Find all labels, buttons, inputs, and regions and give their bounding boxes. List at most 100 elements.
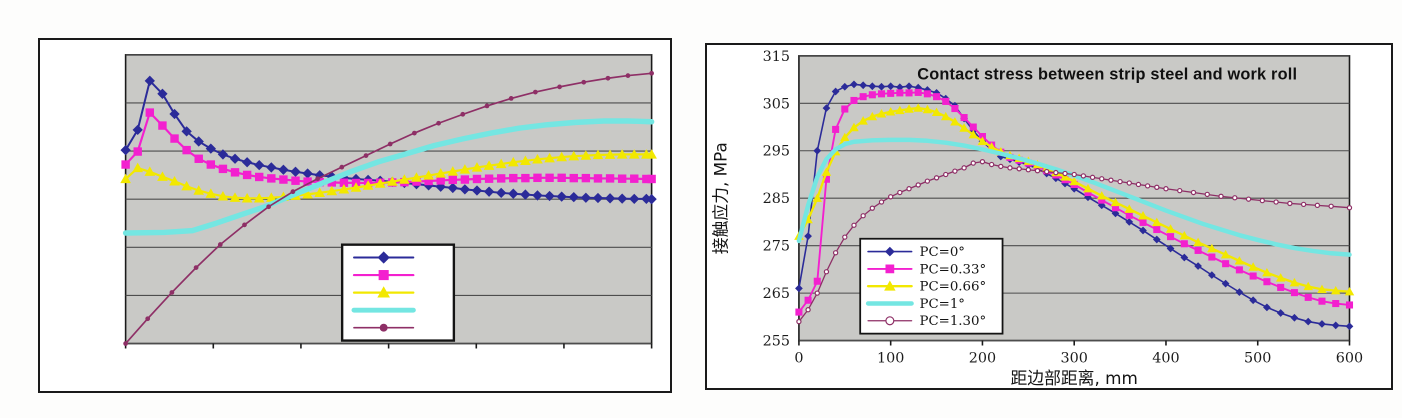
series-marker-PC=0.66° xyxy=(986,142,997,151)
series-marker-series-3 xyxy=(205,188,217,198)
series-marker-series-2 xyxy=(267,174,276,183)
series-marker-series-3 xyxy=(132,162,144,173)
series-marker-series-5 xyxy=(387,141,393,147)
y-tick-label: 275 xyxy=(763,239,790,255)
series-marker-PC=0° xyxy=(1249,296,1257,305)
series-marker-PC=1.30° xyxy=(1154,184,1160,190)
series-marker-series-5 xyxy=(460,111,466,117)
series-marker-series-3 xyxy=(471,162,483,172)
series-marker-PC=1.30° xyxy=(1108,177,1114,183)
series-marker-PC=0° xyxy=(1139,226,1147,235)
series-marker-PC=1.30° xyxy=(970,160,976,166)
series-marker-PC=0.66° xyxy=(1193,237,1203,247)
series-marker-PC=0.66° xyxy=(977,136,988,145)
series-marker-PC=0° xyxy=(1331,321,1340,330)
series-marker-PC=0.66° xyxy=(931,107,942,117)
series-marker-PC=0.33° xyxy=(859,93,867,101)
series-marker-PC=0.66° xyxy=(858,116,868,125)
series-marker-PC=1.30° xyxy=(805,307,811,313)
series-marker-series-1 xyxy=(568,192,579,203)
series-marker-series-2 xyxy=(279,175,288,184)
x-tick-label: 600 xyxy=(1336,350,1363,366)
series-marker-PC=0.33° xyxy=(1208,253,1216,261)
series-marker-series-3 xyxy=(592,149,604,160)
series-marker-PC=0.33° xyxy=(923,90,931,98)
series-marker-series-1 xyxy=(132,124,143,136)
series-marker-PC=0.33° xyxy=(960,114,968,122)
series-marker-series-2 xyxy=(521,173,530,183)
series-marker-series-2 xyxy=(642,174,651,184)
series-marker-PC=1.30° xyxy=(1053,169,1059,176)
series-marker-series-2 xyxy=(557,173,566,183)
series-marker-series-2 xyxy=(605,174,615,183)
series-marker-PC=0.66° xyxy=(1317,284,1327,294)
series-marker-series-2 xyxy=(533,173,542,183)
series-marker-PC=0° xyxy=(877,82,886,91)
series-marker-series-1 xyxy=(447,182,458,194)
series-marker-series-2 xyxy=(569,173,578,183)
series-marker-PC=0.66° xyxy=(849,122,859,132)
series-marker-PC=0.66° xyxy=(867,111,878,121)
series-marker-series-5 xyxy=(242,222,247,228)
series-marker-series-1 xyxy=(181,126,192,137)
series-marker-series-3 xyxy=(568,150,580,161)
series-marker-series-5 xyxy=(217,242,223,247)
series-marker-PC=0.66° xyxy=(1220,249,1231,259)
series-marker-series-1 xyxy=(302,168,313,179)
series-marker-PC=1.30° xyxy=(823,269,830,275)
series-marker-series-3 xyxy=(362,180,374,190)
series-marker-series-3 xyxy=(374,178,386,188)
series-marker-series-2 xyxy=(133,147,142,156)
series-marker-PC=0.66° xyxy=(840,132,850,142)
series-marker-PC=0.66° xyxy=(1344,286,1355,296)
series-marker-PC=0.66° xyxy=(913,103,923,112)
right-chart-panel: 0 100 200 300 400 500 600 255 265 275 285 295 305 315… xyxy=(705,43,1393,390)
series-marker-PC=0.66° xyxy=(1179,230,1190,240)
series-marker-PC=1.30° xyxy=(1117,178,1123,185)
series-marker-PC=0.66° xyxy=(904,104,914,113)
series-marker-series-1 xyxy=(483,186,495,197)
series-marker-PC=0.66° xyxy=(1138,211,1148,220)
series-line-series-4 xyxy=(122,118,655,236)
series-marker-series-2 xyxy=(255,172,264,182)
series-marker-series-2 xyxy=(472,174,482,184)
series-marker-PC=1.30° xyxy=(1144,183,1151,189)
series-marker-series-1 xyxy=(169,108,180,120)
series-marker-PC=0.33° xyxy=(1180,240,1188,248)
series-marker-PC=0.33° xyxy=(1277,283,1285,291)
series-marker-PC=0.66° xyxy=(959,123,969,132)
series-marker-PC=1.30° xyxy=(1016,166,1022,172)
series-marker-series-1 xyxy=(205,143,216,154)
series-marker-series-5 xyxy=(436,120,441,126)
series-marker-PC=1.30° xyxy=(933,175,940,181)
series-marker-series-3 xyxy=(616,149,628,159)
series-marker-PC=1.30° xyxy=(1177,187,1183,194)
series-marker-PC=1.30° xyxy=(952,168,958,174)
series-marker-PC=0° xyxy=(1304,317,1313,326)
series-marker-PC=0.66° xyxy=(876,109,887,118)
series-marker-PC=0.66° xyxy=(940,111,951,121)
series-marker-series-3 xyxy=(120,173,131,184)
series-marker-PC=0.66° xyxy=(922,104,933,114)
series-marker-series-3 xyxy=(386,176,398,186)
series-marker-PC=0.66° xyxy=(1165,224,1176,233)
series-marker-series-5 xyxy=(412,130,417,136)
legend-label: PC=0° xyxy=(920,245,965,260)
series-marker-series-2 xyxy=(145,108,155,117)
series-marker-PC=0.66° xyxy=(1083,183,1093,193)
series-marker-PC=0.66° xyxy=(1234,256,1245,265)
series-marker-series-5 xyxy=(123,341,128,346)
series-marker-PC=0° xyxy=(850,80,858,89)
series-marker-PC=0.33° xyxy=(804,296,812,304)
series-marker-PC=0.33° xyxy=(1290,289,1298,297)
series-marker-PC=0.33° xyxy=(1125,211,1133,219)
series-marker-series-3 xyxy=(532,154,543,164)
series-marker-series-3 xyxy=(229,192,241,202)
left-chart-panel xyxy=(38,38,672,393)
series-marker-series-1 xyxy=(580,192,592,203)
series-marker-series-1 xyxy=(241,157,253,168)
legend-label: PC=0.33° xyxy=(920,262,987,277)
series-marker-PC=1.30° xyxy=(1034,168,1041,174)
series-marker-series-3 xyxy=(604,149,616,159)
